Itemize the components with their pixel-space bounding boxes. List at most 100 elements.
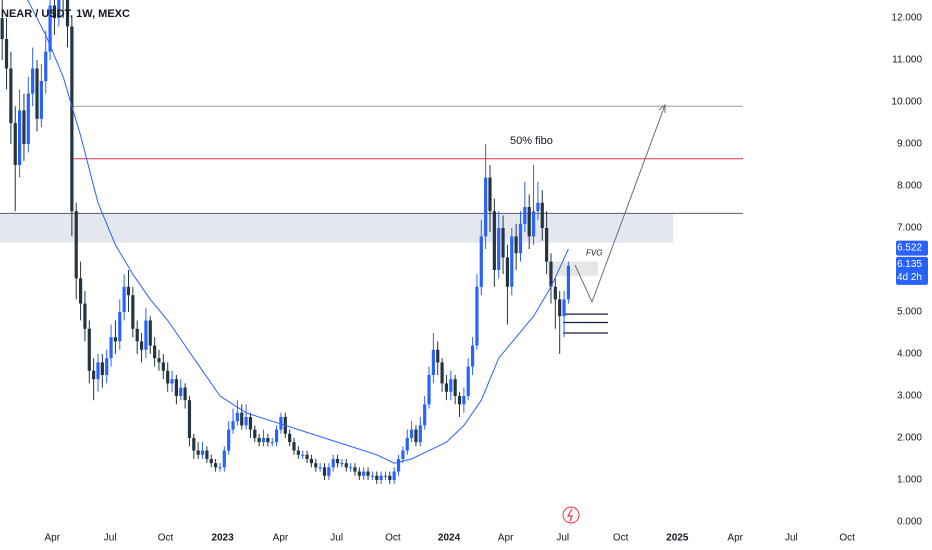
price-tag-label: 6.135 — [897, 259, 922, 270]
candle-body — [322, 467, 327, 476]
candle-body — [344, 463, 348, 468]
candle-body — [218, 467, 222, 469]
candle-body — [48, 5, 52, 52]
candle-body — [470, 345, 475, 367]
y-tick-label: 9.000 — [897, 139, 922, 150]
price-tag-label: 6.522 — [897, 243, 922, 254]
candle-body — [174, 379, 178, 396]
x-tick-label: 2024 — [438, 533, 461, 544]
candle-body — [214, 463, 218, 468]
candle-body — [366, 471, 370, 476]
x-tick-label: Apr — [727, 533, 743, 544]
candle-body — [536, 202, 540, 212]
x-tick-label: Oct — [839, 533, 855, 544]
fvg-box — [548, 261, 598, 277]
candle-body — [244, 416, 248, 426]
candle-body — [161, 362, 165, 371]
candle-body — [100, 362, 104, 375]
y-tick-label: 3.000 — [897, 391, 922, 402]
candle-body — [318, 467, 322, 469]
candle-body — [484, 177, 488, 237]
y-tick-label: 12.000 — [891, 13, 922, 24]
candle-body — [314, 463, 318, 468]
candle-body — [139, 341, 144, 350]
candle-body — [466, 366, 470, 396]
event-icon[interactable] — [562, 506, 580, 524]
candle-body — [523, 207, 527, 224]
candle-body — [331, 458, 335, 468]
projection-arrowhead — [658, 103, 666, 113]
candle-body — [126, 286, 131, 296]
candle-body — [83, 303, 87, 329]
candle-body — [301, 454, 305, 456]
candle-body — [549, 261, 553, 287]
candle-body — [505, 257, 510, 287]
candle-body — [183, 387, 187, 401]
candle-body — [253, 429, 257, 438]
candle-body — [349, 467, 353, 469]
price-tag — [896, 240, 928, 256]
candle-body — [427, 374, 431, 405]
y-tick-label: 5.000 — [897, 307, 922, 318]
candle-body — [383, 475, 388, 477]
x-tick-label: Jul — [104, 533, 117, 544]
candle-body — [566, 265, 570, 300]
supply-zone — [0, 213, 673, 243]
candle-body — [122, 286, 126, 312]
candle-body — [39, 81, 43, 119]
candle-body — [9, 68, 13, 124]
event-icon-bolt — [566, 508, 573, 522]
candle-body — [222, 450, 226, 468]
candle-body — [279, 416, 283, 430]
candle-body — [248, 416, 253, 430]
x-tick-label: Apr — [44, 533, 60, 544]
candle-body — [235, 412, 239, 422]
x-tick-label: Oct — [158, 533, 174, 544]
candle-body — [13, 123, 17, 166]
candle-body — [514, 236, 518, 254]
candle-body — [423, 404, 427, 426]
candle-body — [545, 228, 549, 262]
x-tick-label: Apr — [273, 533, 289, 544]
candle-body — [270, 442, 274, 444]
candle-body — [153, 345, 157, 359]
y-tick-label: 11.000 — [892, 55, 922, 66]
candle-body — [440, 362, 444, 384]
candle-body — [4, 39, 9, 69]
candle-body — [501, 228, 505, 258]
candle-body — [240, 412, 244, 426]
candle-body — [196, 450, 200, 455]
y-tick-label: 2.000 — [897, 433, 922, 444]
candle-body — [74, 211, 78, 279]
candle-body — [144, 320, 148, 350]
candle-body — [362, 471, 366, 476]
candle-body — [105, 358, 109, 375]
candle-body — [462, 395, 466, 405]
candle-body — [379, 475, 383, 480]
candle-body — [209, 458, 213, 464]
candle-body — [288, 433, 292, 443]
candle-body — [92, 370, 96, 380]
candle-body — [187, 400, 192, 438]
candle-body — [410, 429, 414, 438]
candle-body — [109, 337, 113, 359]
y-tick-label: 8.000 — [897, 181, 922, 192]
candle-body — [305, 454, 309, 459]
candle-body — [166, 370, 170, 384]
x-tick-label: Jul — [785, 533, 798, 544]
candle-body — [231, 421, 235, 430]
candle-body — [335, 458, 340, 464]
moving-average — [27, 0, 569, 464]
candle-body — [170, 379, 174, 384]
candle-body — [57, 0, 61, 19]
candle-body — [135, 328, 139, 342]
y-tick-label: 1.000 — [897, 475, 922, 486]
candle-body — [449, 379, 453, 392]
candle-body — [179, 387, 183, 396]
candle-body — [292, 442, 296, 451]
candle-body — [401, 450, 405, 459]
plot: FVG 50% fibo — [0, 0, 743, 485]
candle-body — [22, 110, 26, 145]
candle-body — [257, 437, 261, 443]
candle-body — [113, 337, 118, 342]
